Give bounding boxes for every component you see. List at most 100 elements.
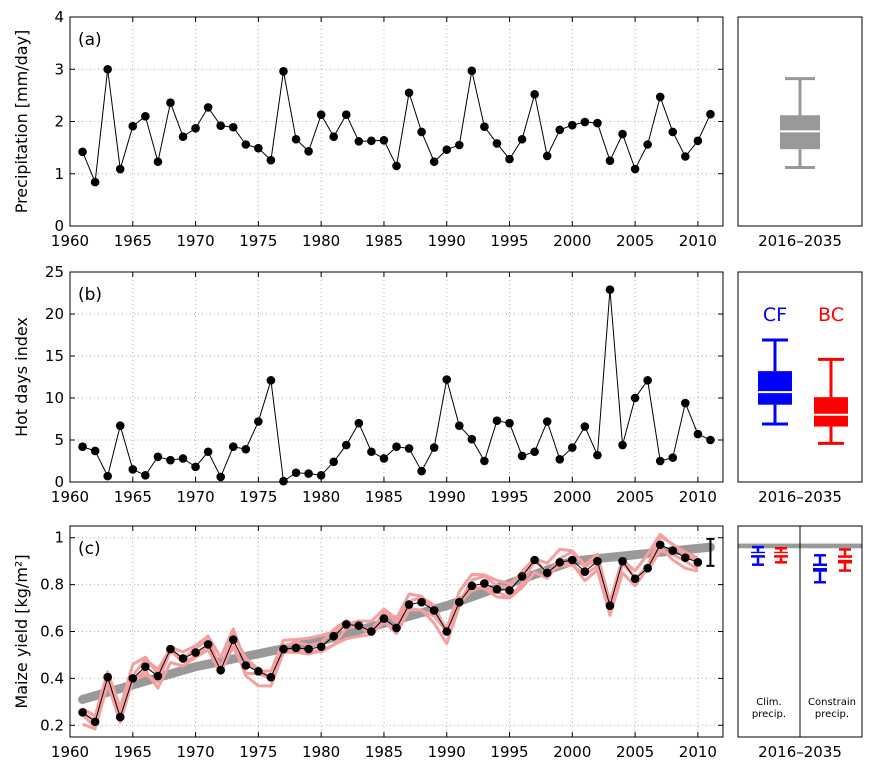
panel-b-data-point (454, 421, 464, 431)
panel-b-label: (b) (78, 285, 102, 305)
panel-a-data-point (392, 161, 401, 171)
panel-c-data-point (291, 643, 301, 653)
panel-b-data-point (467, 434, 477, 444)
panel-b-data-point (191, 462, 200, 472)
panel-b-data-point (216, 472, 225, 482)
panel-b-data-point (367, 447, 376, 457)
panel-b-data-point (392, 442, 401, 452)
panel-a-data-point (191, 123, 200, 133)
panel-a-ytick-label: 4 (54, 8, 64, 26)
panel-b-data-point (404, 444, 414, 453)
panel-b-xtick-label: 1975 (239, 488, 277, 506)
panel-a-data-point (417, 127, 426, 137)
panel-c-data-point (379, 614, 389, 623)
panel-b-data-point (178, 454, 188, 463)
panel-a-data-point (128, 121, 138, 131)
figure-content: 1960 1965 1970 1975 1980 1985 1990 1995 2000 2005… (12, 8, 863, 761)
panel-a-data-point (316, 110, 326, 120)
panel-c-data-point (254, 667, 263, 676)
panel-a-ytick-label: 2 (54, 113, 64, 131)
panel-c-data-point (178, 654, 188, 663)
panel-a-data-point (78, 147, 87, 157)
panel-b-data-point (90, 446, 100, 456)
panel-a-data-point (467, 66, 477, 76)
panel-a-data-point (505, 154, 514, 164)
panel-b-data-point (153, 452, 163, 462)
panel-c-data-point (693, 558, 703, 567)
panel-b-xtick-label: 2000 (553, 488, 591, 506)
panel-b-data-point (429, 443, 439, 452)
panel-c-group-label: precip. (815, 709, 849, 720)
panel-c-xtick-label: 2000 (553, 743, 591, 761)
panel-a-xtick-label: 2010 (679, 232, 717, 250)
panel-b-data-point (354, 418, 364, 428)
panel-b-data-point (203, 447, 213, 457)
panel-a-data-point (241, 140, 251, 149)
panel-b-xtick-label: 1965 (114, 488, 152, 506)
panel-b-data-point (115, 421, 125, 431)
panel-c-boxplot-frame (737, 525, 863, 738)
panel-c-data-point (103, 672, 112, 682)
panel-c-xtick-label: 1990 (428, 743, 466, 761)
panel-b-xtick-label: 1995 (490, 488, 528, 506)
panel-b-data-point (166, 455, 175, 465)
panel-a-xtick-label: 1960 (51, 232, 89, 250)
panel-c-data-point (643, 563, 652, 573)
panel-b-data-point (618, 440, 627, 450)
panel-a-data-point (228, 122, 238, 132)
panel-c-label: (c) (78, 539, 101, 559)
panel-a-xtick-label: 1985 (365, 232, 403, 250)
panel-b-data-point (304, 469, 313, 478)
panel-b-data-point (141, 470, 150, 480)
panel-c-data-point (618, 556, 627, 566)
panel-a-data-point (329, 132, 339, 141)
panel-a-data-point (480, 122, 489, 132)
panel-b-data-point (266, 376, 276, 385)
panel-a-xtick-label: 1990 (428, 232, 466, 250)
panel-b-ytick-label: 15 (45, 347, 64, 365)
panel-b-data-point (128, 465, 138, 474)
panel-a-xtick-label: 1995 (490, 232, 528, 250)
panel-b-data-point (542, 417, 552, 426)
panel-a-data-point (593, 118, 602, 128)
panel-c-data-point (668, 546, 678, 555)
panel-c-ytick-label: 0.8 (40, 576, 64, 594)
panel-b-xtick-label: 1960 (51, 488, 89, 506)
panel-b-xtick-label: 2010 (679, 488, 717, 506)
panel-a-data-point (555, 125, 565, 135)
panel-b-data-point (655, 456, 665, 466)
panel-c-data-point (228, 635, 238, 645)
panel-c-data-point (266, 672, 276, 682)
panel-c-group-label: precip. (752, 709, 786, 720)
panel-a-data-point (568, 120, 577, 130)
panel-b-ytick-label: 5 (54, 431, 64, 449)
panel-a-data-point (216, 121, 225, 130)
panel-c-data-point (655, 540, 665, 550)
panel-b-data-point (706, 435, 715, 445)
panel-c-data-point (203, 640, 213, 649)
panel-c-data-point (417, 597, 426, 607)
panel-c-data-point (454, 597, 464, 607)
panel-a-data-point (643, 140, 652, 149)
panel-a-data-point (429, 157, 439, 167)
panel-b-data-point (279, 476, 288, 486)
panel-c-ytick-label: 0.2 (40, 716, 64, 734)
panel-a-xtick-label: 1980 (302, 232, 340, 250)
panel-b-axes-frame (69, 271, 724, 483)
panel-a-data-point (706, 109, 715, 119)
panel-c-data-point (505, 586, 514, 595)
panel-b-boxplot-xlabel: 2016–2035 (758, 488, 842, 506)
panel-a-data-point (153, 157, 163, 167)
panel-c-data-point (354, 621, 364, 630)
panel-b-ytick-label: 20 (45, 305, 64, 323)
panel-c-data-point (367, 627, 376, 636)
panel-a-ytick-label: 3 (54, 60, 64, 78)
panel-c-data-point (530, 555, 539, 565)
panel-a-data-point (341, 110, 351, 120)
panel-a-boxplot-xlabel: 2016–2035 (758, 232, 842, 250)
panel-a-data-point (254, 143, 263, 153)
panel-c-data-point (630, 574, 640, 584)
panel-b-data-point (593, 450, 602, 460)
panel-a-data-point (542, 151, 552, 161)
